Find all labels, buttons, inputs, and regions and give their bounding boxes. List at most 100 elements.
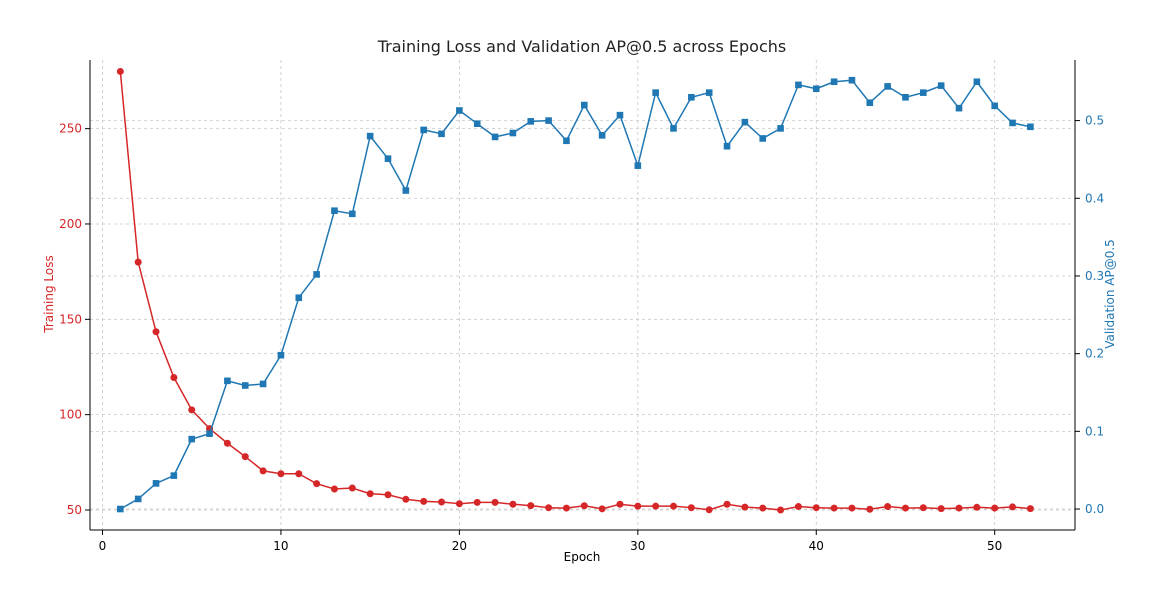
validation-ap-point: [295, 294, 303, 302]
training-loss-point: [384, 491, 392, 499]
training-loss-point: [527, 502, 535, 510]
validation-ap-point: [456, 107, 463, 114]
training-loss-point: [598, 505, 606, 513]
training-loss-point: [830, 504, 838, 512]
validation-ap-point: [384, 155, 392, 162]
training-loss-point: [277, 470, 285, 478]
training-loss-point: [955, 504, 963, 512]
training-loss-point: [1009, 503, 1017, 511]
validation-ap-line: [119, 79, 1031, 510]
validation-ap-series: [117, 76, 1034, 513]
validation-ap-point: [795, 81, 802, 89]
training-loss-point: [259, 467, 267, 475]
validation-ap-point: [616, 111, 624, 119]
left-y-tick-label: 100: [59, 408, 82, 422]
validation-ap-point: [152, 480, 160, 487]
training-loss-point: [652, 502, 660, 510]
training-loss-point: [491, 498, 499, 506]
validation-ap-point: [259, 380, 267, 388]
training-loss-point: [901, 504, 909, 512]
training-loss-point: [348, 484, 356, 492]
training-loss-point: [919, 504, 927, 512]
validation-ap-point: [723, 142, 731, 150]
training-loss-point: [420, 497, 428, 505]
training-loss-point: [134, 258, 142, 266]
validation-ap-point: [902, 93, 909, 101]
validation-ap-point: [848, 76, 856, 84]
right-y-tick-label: 0.3: [1085, 269, 1104, 283]
validation-ap-point: [920, 89, 927, 96]
validation-ap-point: [580, 101, 588, 109]
right-y-tick-label: 0.5: [1085, 114, 1104, 128]
validation-ap-point: [349, 210, 356, 218]
right-y-tick-label: 0.4: [1085, 191, 1104, 205]
chart-title: Training Loss and Validation AP@0.5 acro…: [377, 37, 787, 56]
validation-ap-point: [777, 125, 784, 132]
training-loss-point: [687, 504, 695, 512]
validation-ap-point: [170, 472, 178, 479]
left-y-tick-label: 50: [67, 503, 82, 517]
validation-ap-point: [545, 117, 552, 124]
training-loss-point: [545, 504, 553, 512]
x-tick-label: 0: [99, 539, 107, 553]
x-tick-label: 20: [452, 539, 467, 553]
validation-ap-point: [313, 271, 320, 278]
training-loss-point: [991, 504, 999, 512]
validation-ap-point: [366, 132, 374, 140]
training-loss-point: [705, 506, 713, 514]
x-axis-label: Epoch: [564, 550, 601, 564]
training-loss-point: [438, 498, 446, 506]
validation-ap-point: [830, 78, 838, 86]
training-loss-point: [759, 504, 767, 512]
validation-ap-point: [241, 382, 249, 389]
x-tick-label: 30: [630, 539, 645, 553]
validation-ap-point: [563, 137, 570, 145]
training-loss-point: [313, 480, 321, 488]
training-loss-point: [509, 500, 517, 508]
x-tick-label: 10: [273, 539, 288, 553]
training-loss-point: [973, 503, 981, 511]
validation-ap-point: [812, 85, 820, 93]
validation-ap-point: [402, 187, 410, 194]
training-loss-point: [1026, 505, 1034, 513]
validation-ap-point: [509, 129, 517, 137]
validation-ap-point: [884, 83, 891, 90]
right-y-tick-label: 0.2: [1085, 347, 1104, 361]
validation-ap-point: [598, 132, 606, 139]
x-tick-label: 50: [987, 539, 1002, 553]
validation-ap-point: [634, 162, 642, 169]
left-y-tick-label: 200: [59, 217, 82, 231]
training-loss-point: [670, 502, 678, 510]
grid: [90, 60, 1075, 530]
validation-ap-point: [937, 82, 945, 89]
validation-ap-point: [991, 102, 999, 110]
training-loss-point: [812, 504, 820, 512]
training-loss-point: [330, 485, 338, 493]
training-loss-point: [562, 504, 570, 512]
training-loss-point: [616, 500, 624, 508]
validation-ap-point: [527, 118, 535, 125]
training-loss-point: [848, 504, 856, 512]
validation-ap-point: [670, 125, 677, 132]
validation-ap-point: [688, 93, 695, 101]
validation-ap-point: [1009, 119, 1016, 127]
validation-ap-point: [491, 133, 499, 141]
validation-ap-point: [955, 104, 963, 112]
right-y-axis-label: Validation AP@0.5: [1103, 239, 1117, 349]
training-loss-point: [777, 506, 785, 514]
training-loss-point: [188, 406, 196, 414]
training-loss-point: [866, 505, 874, 513]
validation-ap-point: [741, 118, 749, 126]
training-loss-point: [741, 503, 749, 511]
series: [116, 67, 1034, 514]
training-loss-line: [119, 71, 1031, 511]
x-tick-label: 40: [809, 539, 824, 553]
axes: 0 10 20 30 40 50 50 100 150 200 250 0.0 0.1 0.2 0.3 0.4…: [59, 60, 1104, 553]
training-loss-point: [241, 453, 249, 461]
right-y-tick-label: 0.0: [1085, 502, 1104, 516]
training-loss-point: [116, 67, 124, 75]
validation-ap-point: [420, 126, 427, 134]
training-loss-point: [884, 503, 892, 511]
training-loss-point: [152, 328, 160, 336]
